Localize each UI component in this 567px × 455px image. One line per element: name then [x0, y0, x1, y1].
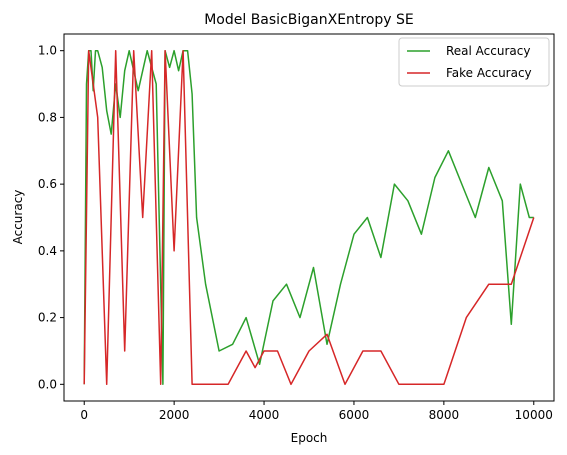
y-tick-label: 0.2 [38, 311, 57, 325]
legend-box [398, 37, 550, 87]
x-tick-label: 10000 [515, 408, 553, 422]
legend-label-fake: Fake Accuracy [446, 66, 532, 80]
x-tick-label: 4000 [249, 408, 280, 422]
legend: Real Accuracy Fake Accuracy [398, 37, 550, 87]
series-line-fake-accuracy [83, 49, 535, 386]
legend-label-real: Real Accuracy [446, 44, 530, 58]
chart-title: Model BasicBiganXEntropy SE [204, 12, 414, 28]
x-tick-label: 0 [80, 408, 88, 422]
x-axis-ticks: 0 2000 4000 6000 8000 10000 [80, 401, 553, 422]
y-tick-label: 0.8 [38, 110, 57, 124]
y-tick-label: 0.6 [38, 177, 57, 191]
x-tick-label: 6000 [339, 408, 370, 422]
plot-frame [63, 33, 555, 402]
series-layer [83, 49, 535, 386]
y-tick-label: 1.0 [38, 44, 57, 58]
plot-area [64, 34, 554, 401]
y-axis-ticks: 0.0 0.2 0.4 0.6 0.8 1.0 [38, 44, 64, 391]
y-axis-label: Accuracy [11, 190, 25, 245]
x-tick-label: 2000 [159, 408, 190, 422]
y-tick-label: 0.0 [38, 377, 57, 391]
series-line-real-accuracy [83, 49, 534, 386]
x-tick-label: 8000 [429, 408, 460, 422]
x-axis-label: Epoch [291, 431, 328, 445]
y-tick-label: 0.4 [38, 244, 57, 258]
